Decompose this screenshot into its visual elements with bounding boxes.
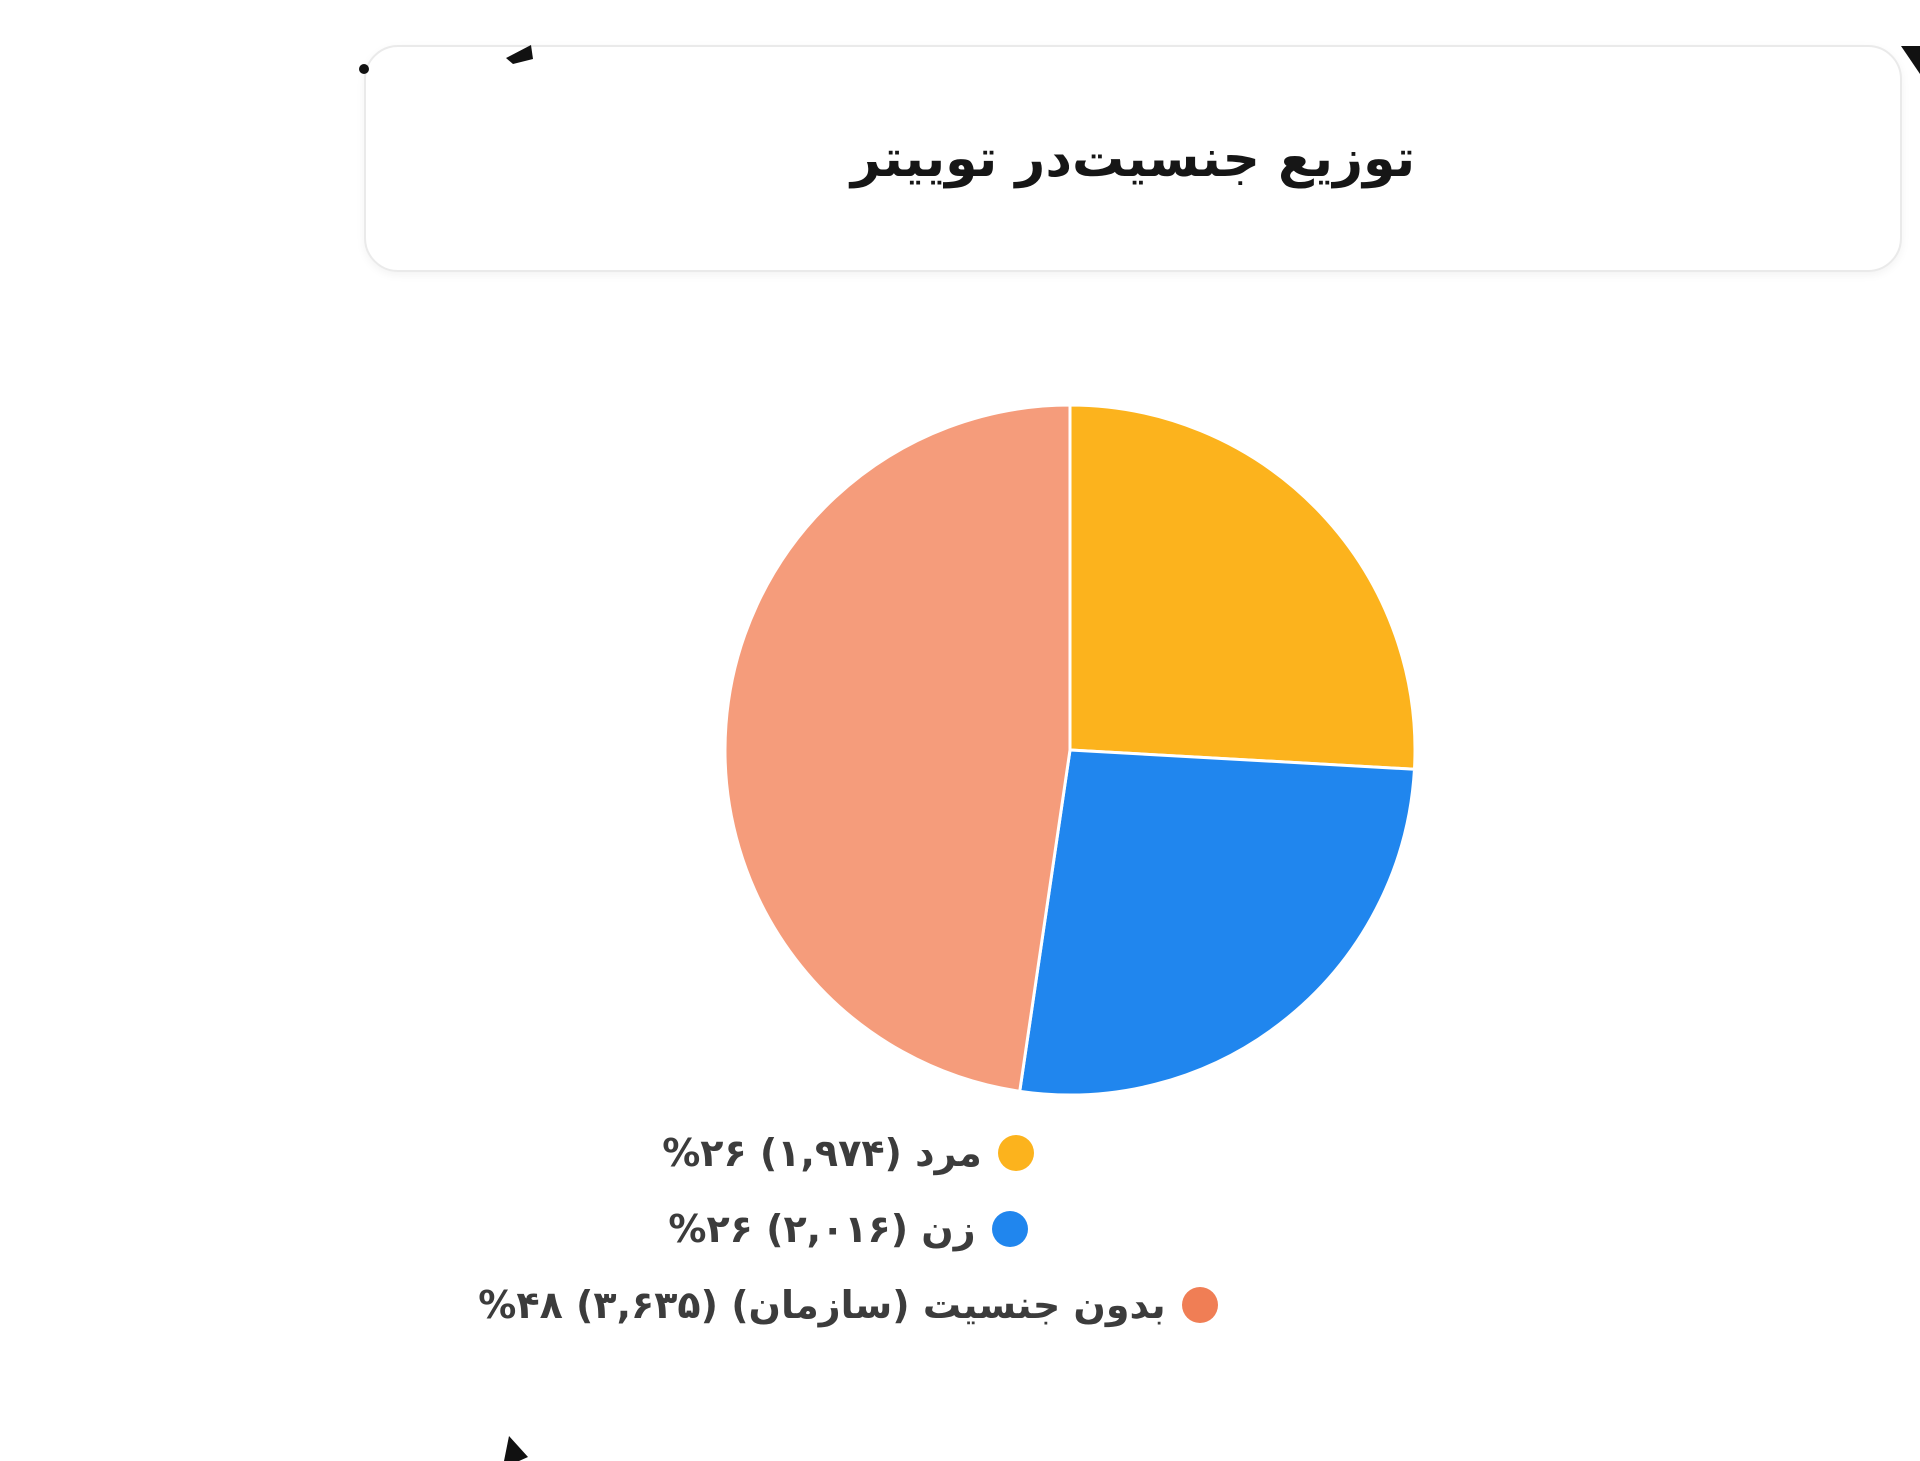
legend-item-male[interactable]: مرد (۱,۹۷۴) ۲۶% [48,1122,1648,1184]
legend-label: مرد (۱,۹۷۴) ۲۶% [662,1131,982,1175]
cursor-artifact [504,1436,528,1461]
pie-slice[interactable] [1018,748,1416,1097]
legend-dot [991,1211,1028,1247]
pie-chart [723,403,1417,1097]
legend-label: بدون جنسیت (سازمان) (۳,۶۳۵) ۴۸% [478,1283,1166,1327]
pie-slice[interactable] [1068,403,1417,771]
legend-label: زن (۲,۰۱۶) ۲۶% [668,1207,976,1251]
pie-slice[interactable] [723,403,1072,1093]
cursor-artifact [1901,46,1920,74]
chart-title-card: توزیع جنسیت‌در توییتر [364,45,1902,272]
chart-legend: مرد (۱,۹۷۴) ۲۶% زن (۲,۰۱۶) ۲۶% بدون جنسی… [48,1122,1648,1336]
chart-title: توزیع جنسیت‌در توییتر [850,128,1416,189]
cursor-artifact [506,45,533,64]
legend-dot [997,1135,1034,1171]
legend-item-no-gender-org[interactable]: بدون جنسیت (سازمان) (۳,۶۳۵) ۴۸% [48,1274,1648,1336]
corner-dot-artifact [359,64,369,74]
legend-dot [1181,1287,1218,1323]
legend-item-female[interactable]: زن (۲,۰۱۶) ۲۶% [48,1198,1648,1260]
